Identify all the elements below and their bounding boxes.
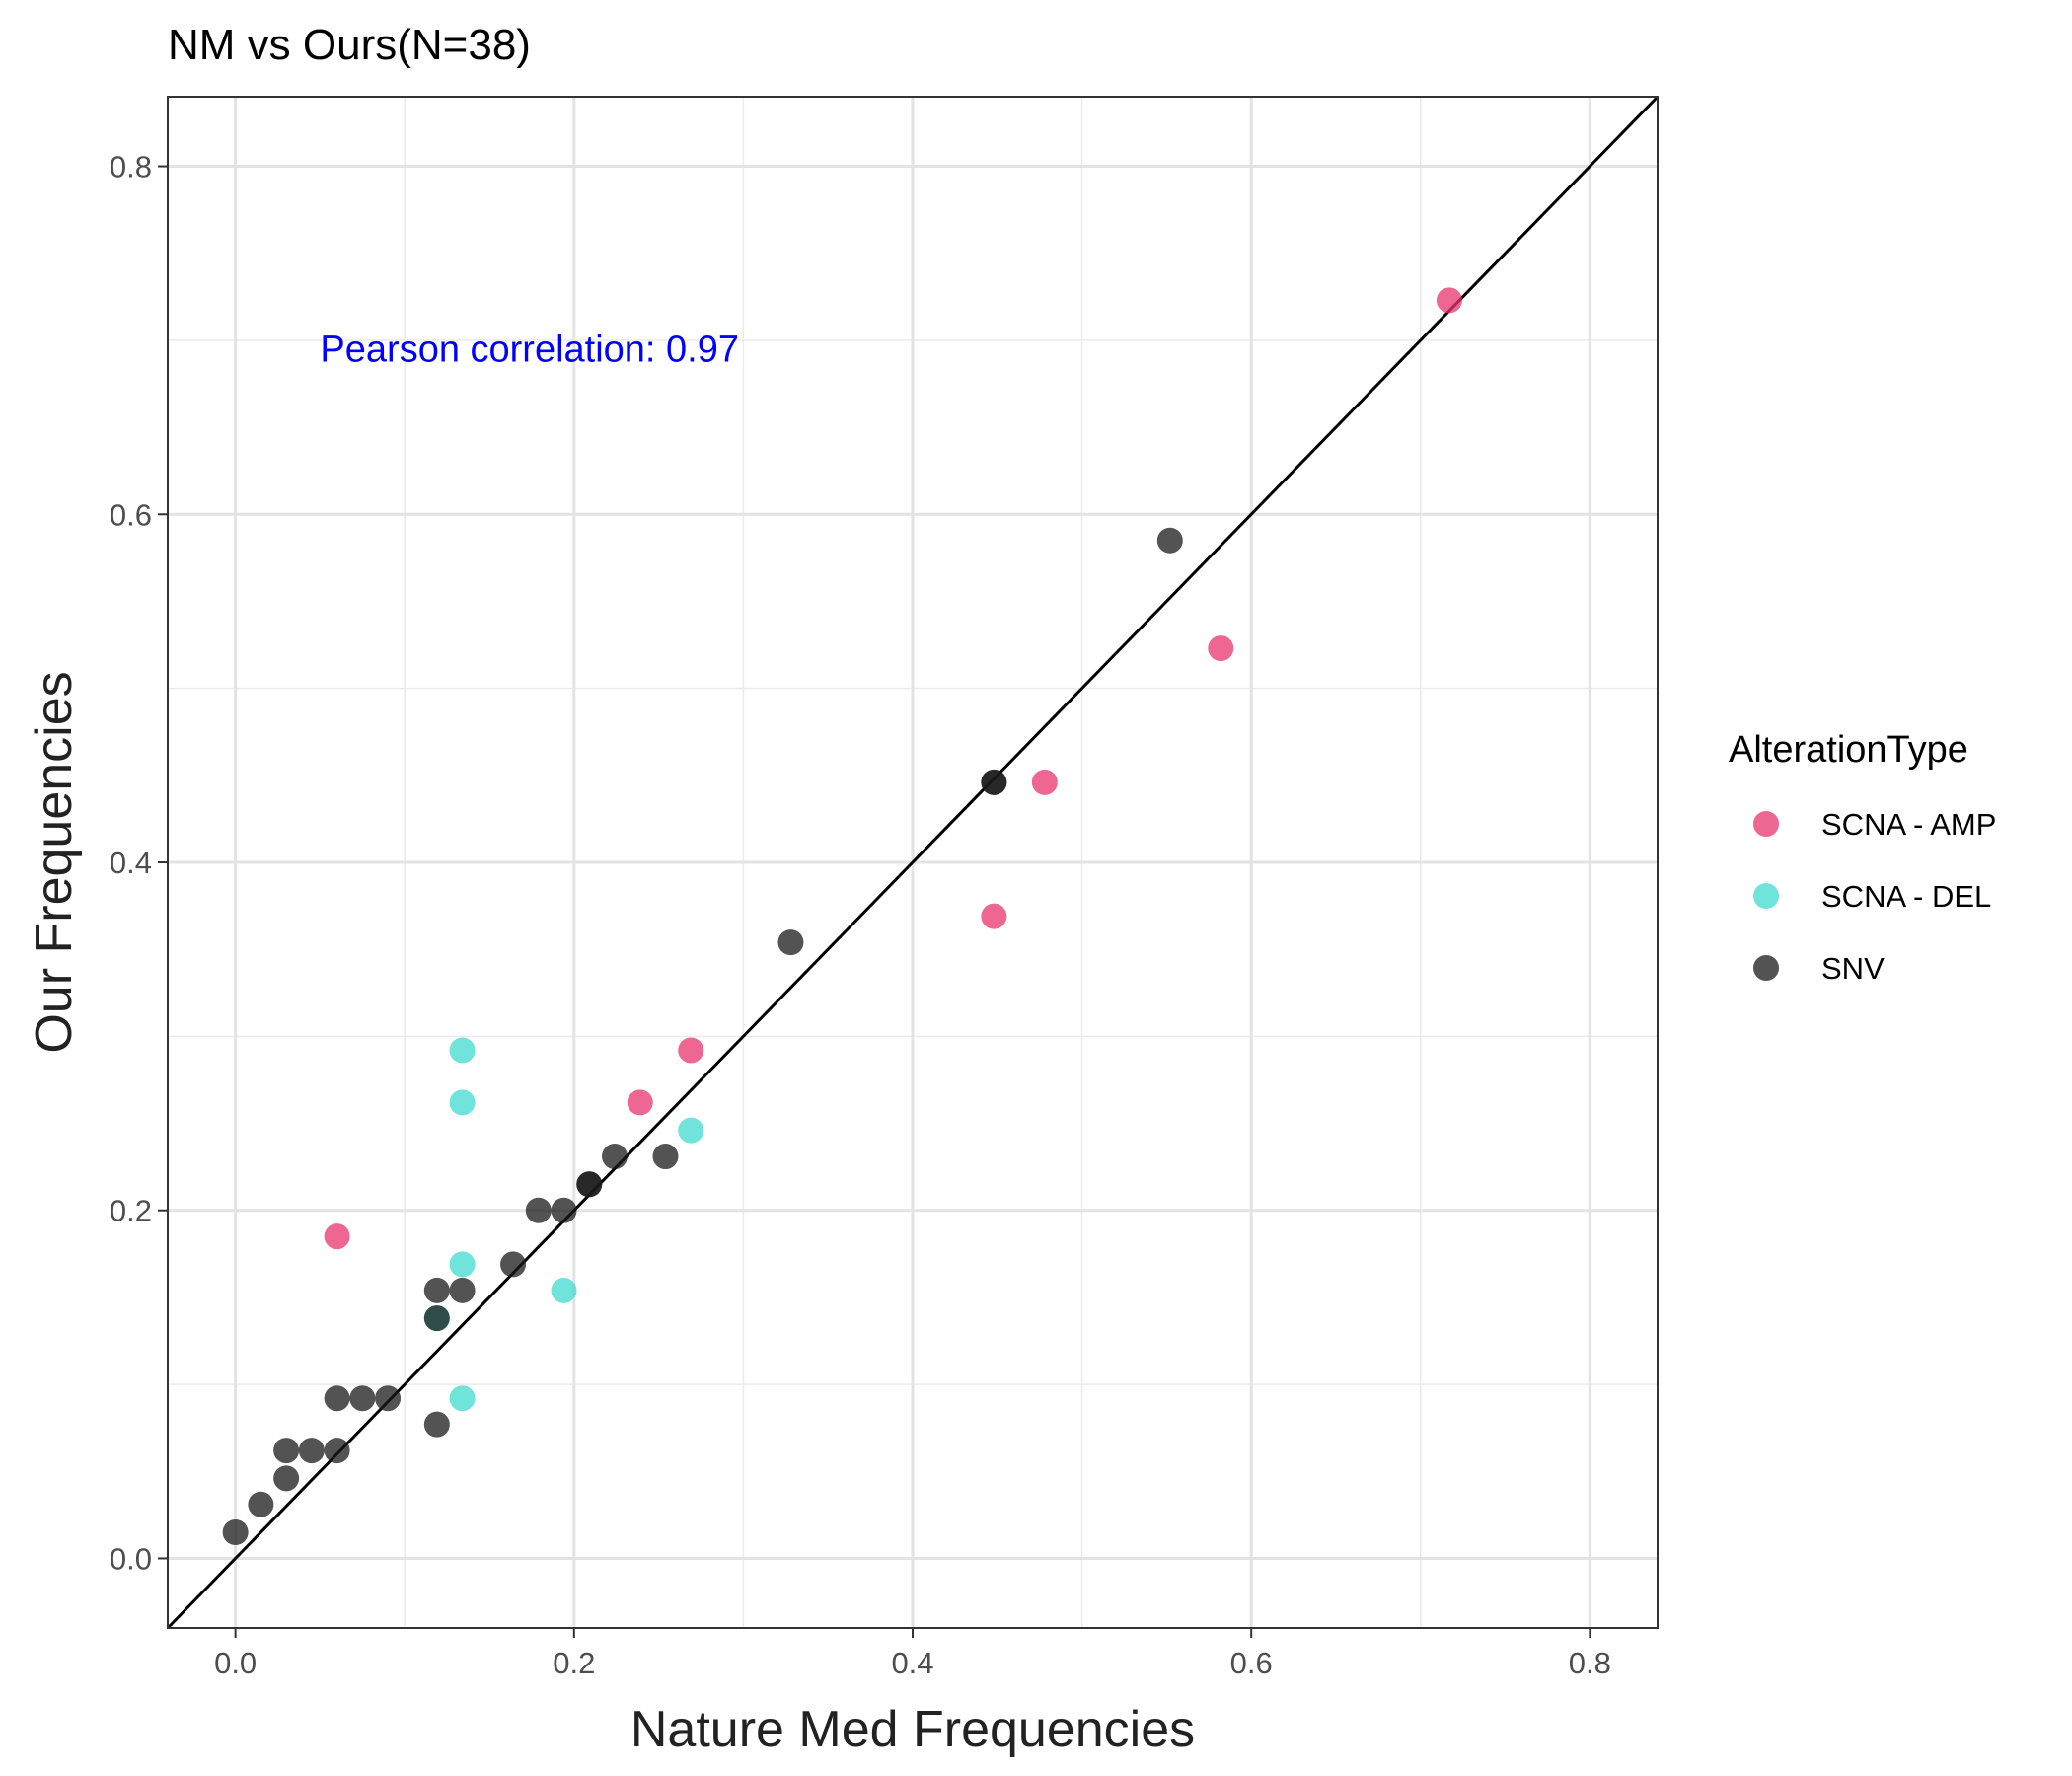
chart-title: NM vs Ours(N=38) (168, 21, 531, 69)
data-point-snv (324, 1385, 350, 1412)
data-point-scna-amp (1436, 287, 1462, 314)
legend-key-snv (1753, 955, 1779, 981)
legend: AlterationType SCNA - AMP SCNA - DEL SNV (1729, 729, 1996, 986)
data-point-scna-del (678, 1117, 704, 1144)
data-point-snv (652, 1144, 679, 1170)
data-point-scna-amp (627, 1089, 653, 1116)
data-point-scna-del (449, 1385, 476, 1412)
data-point-snv (273, 1465, 300, 1492)
data-point-scna-amp (1031, 769, 1058, 795)
data-point-snv (349, 1385, 376, 1412)
data-point-snv (375, 1385, 402, 1412)
legend-label-scna-amp: SCNA - AMP (1821, 807, 1996, 842)
legend-key-scna-del (1753, 883, 1779, 909)
x-tick-label: 0.8 (1569, 1646, 1611, 1680)
data-point-snv (576, 1171, 603, 1198)
x-tick-label: 0.6 (1230, 1646, 1273, 1680)
x-axis-title: Nature Med Frequencies (630, 1701, 1195, 1758)
x-tick-label: 0.0 (214, 1646, 257, 1680)
y-tick-label: 0.0 (110, 1541, 152, 1576)
data-point-scna-del (449, 1251, 476, 1278)
y-tick-label: 0.2 (110, 1194, 152, 1228)
data-point-snv (551, 1197, 577, 1223)
y-tick-label: 0.6 (110, 497, 152, 532)
data-point-scna-amp (981, 903, 1007, 929)
data-points (222, 287, 1462, 1545)
data-point-snv (423, 1277, 450, 1303)
data-point-snv (981, 769, 1007, 795)
data-point-snv (602, 1144, 628, 1170)
legend-title: AlterationType (1729, 729, 1968, 771)
data-point-snv (777, 929, 804, 956)
data-point-snv (500, 1251, 527, 1278)
reference-line (166, 95, 1660, 1630)
data-point-scna-amp (678, 1037, 704, 1064)
x-axis: 0.0 0.2 0.4 0.6 0.8 (214, 1628, 1611, 1680)
data-point-scna-amp (324, 1223, 350, 1250)
y-tick-label: 0.8 (110, 150, 152, 185)
reference-line-group (166, 95, 1660, 1630)
x-tick-label: 0.4 (891, 1646, 933, 1680)
data-point-snv (423, 1411, 450, 1438)
legend-label-scna-del: SCNA - DEL (1821, 879, 1991, 914)
y-tick-label: 0.4 (110, 846, 152, 880)
data-point-snv (423, 1305, 450, 1332)
data-point-snv (1156, 527, 1183, 554)
data-point-scna-del (449, 1037, 476, 1064)
data-point-snv (525, 1197, 552, 1223)
data-point-scna-del (551, 1277, 577, 1303)
data-point-snv (248, 1491, 274, 1517)
legend-label-snv: SNV (1821, 951, 1885, 986)
data-point-scna-amp (1208, 635, 1234, 662)
data-point-snv (273, 1438, 300, 1464)
data-point-snv (222, 1519, 249, 1545)
correlation-annotation: Pearson correlation: 0.97 (320, 330, 739, 371)
y-axis-title: Our Frequencies (26, 671, 83, 1053)
x-tick-label: 0.2 (553, 1646, 595, 1680)
legend-key-scna-amp (1753, 811, 1779, 837)
data-point-snv (324, 1438, 350, 1464)
data-point-snv (449, 1277, 476, 1303)
data-point-snv (298, 1438, 325, 1464)
y-axis: 0.0 0.2 0.4 0.6 0.8 (110, 150, 168, 1576)
data-point-scna-del (449, 1089, 476, 1116)
